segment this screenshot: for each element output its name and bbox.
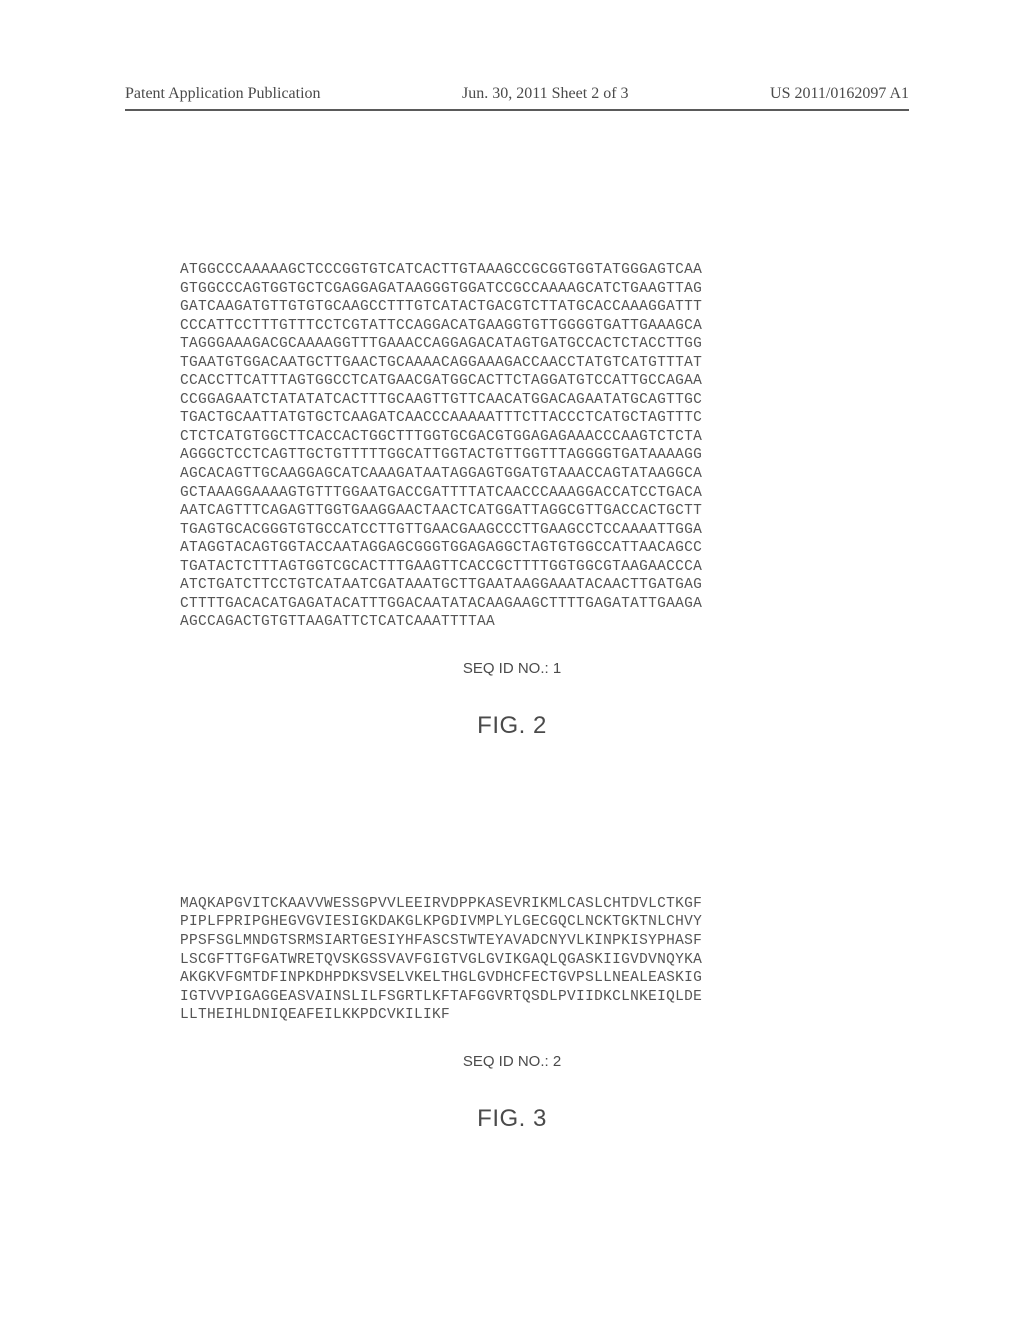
publication-header: Patent Application Publication Jun. 30, … [0, 0, 1024, 103]
header-right: US 2011/0162097 A1 [770, 85, 909, 103]
seq-id-label-1: SEQ ID NO.: 1 [0, 660, 1024, 677]
dna-sequence-block: ATGGCCCAAAAAGCTCCCGGTGTCATCACTTGTAAAGCCG… [180, 261, 1024, 632]
figure-label-3: FIG. 3 [0, 1105, 1024, 1133]
protein-sequence-block: MAQKAPGVITCKAAVVWESSGPVVLEEIRVDPPKASEVRI… [180, 895, 1024, 1025]
header-divider [125, 109, 909, 111]
header-center: Jun. 30, 2011 Sheet 2 of 3 [462, 85, 629, 103]
figure-label-2: FIG. 2 [0, 712, 1024, 740]
header-left: Patent Application Publication [125, 85, 321, 103]
seq-id-label-2: SEQ ID NO.: 2 [0, 1053, 1024, 1070]
